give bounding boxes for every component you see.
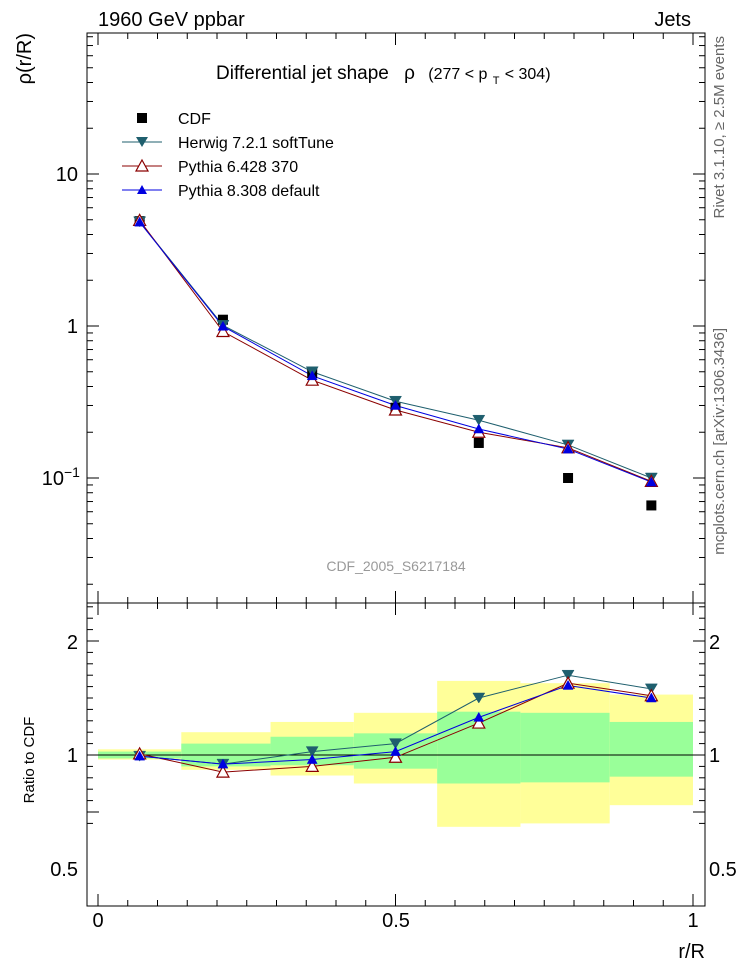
ratio-point-pythia-6-428-370 (388, 750, 403, 763)
legend-marker-herwig (136, 137, 148, 147)
plot-title-cut-post: < 304) (505, 66, 551, 83)
main-point-herwig-7-2-1-softtune (472, 414, 486, 426)
mcplots-label: mcplots.cern.ch [arXiv:1306.3436] (711, 328, 728, 555)
ratio-point-herwig-7-2-1-softtune (389, 738, 402, 750)
legend-label-pythia6: Pythia 6.428 370 (178, 159, 298, 176)
ratio-point-pythia-8-308-default (562, 679, 574, 690)
main-plot-panel: Differential jet shape ρ (277 < p T < 30… (14, 32, 706, 604)
main-point-pythia-6-428-370 (215, 324, 230, 338)
main-y-axis-label: ρ(r/R) (14, 33, 36, 84)
ratio-point-pythia-8-308-default (306, 754, 318, 764)
main-point-pythia-8-308-default (217, 320, 229, 331)
ratio-ytick-right-2: 2 (709, 632, 720, 654)
ratio-inner-band (609, 721, 693, 777)
ratio-point-pythia-6-428-370 (471, 715, 486, 729)
plot-title: Differential jet shape ρ (277 < p T < 30… (216, 63, 551, 89)
legend-label-pythia8: Pythia 8.308 default (178, 183, 320, 200)
main-line-herwig-7-2-1-softtune (139, 221, 652, 479)
plot-title-cut-pre: (277 < p (428, 66, 487, 83)
ratio-ytick-left-2: 2 (67, 632, 78, 654)
main-point-cdf (217, 314, 228, 325)
legend-label-cdf: CDF (178, 111, 211, 128)
main-point-pythia-8-308-default (645, 476, 657, 487)
ratio-point-pythia-8-308-default (473, 711, 485, 722)
ratio-point-pythia-8-308-default (390, 746, 401, 756)
ratio-ytick-left-1: 1 (67, 745, 78, 767)
ytick-label-0p1-base: 10 (42, 468, 64, 490)
header-energy-label: 1960 GeV ppbar (98, 9, 245, 31)
ytick-label-0p1: 10 (42, 468, 64, 490)
main-point-pythia-8-308-default (134, 216, 146, 227)
ratio-point-herwig-7-2-1-softtune (305, 746, 319, 758)
ratio-ytick-left-0p5: 0.5 (50, 859, 78, 881)
legend-label-herwig: Herwig 7.2.1 softTune (178, 135, 334, 152)
ratio-ytick-right-0p5: 0.5 (709, 859, 737, 881)
ytick-label-10: 10 (56, 164, 78, 186)
ratio-point-pythia-6-428-370 (305, 759, 320, 772)
ratio-plot-panel: Ratio to CDF 2 1 0.5 2 1 0.5 0 0.5 1 r/R (21, 602, 737, 963)
ratio-point-pythia-8-308-default (645, 692, 657, 703)
plot-title-cut-sub: T (493, 75, 500, 87)
ratio-y-axis-label: Ratio to CDF (21, 717, 38, 804)
plot-title-text: Differential jet shape (216, 63, 389, 84)
ratio-ytick-right-1: 1 (709, 745, 720, 767)
ratio-point-herwig-7-2-1-softtune (472, 692, 486, 704)
legend-marker-pythia6 (134, 158, 150, 172)
ratio-point-pythia-8-308-default (134, 750, 146, 761)
main-point-cdf (563, 473, 574, 483)
main-line-pythia-6-428-370 (139, 220, 652, 482)
x-axis-label: r/R (678, 941, 705, 963)
rivet-label: Rivet 3.1.10, ≥ 2.5M events (711, 36, 728, 219)
main-point-pythia-8-308-default (473, 423, 485, 434)
ytick-label-1: 1 (67, 316, 78, 338)
ratio-inner-band (520, 712, 610, 783)
legend: CDF Herwig 7.2.1 softTune Pythia 6.428 3… (122, 111, 334, 200)
xtick-label-1: 1 (687, 910, 698, 932)
xtick-label-0p5: 0.5 (382, 910, 410, 932)
analysis-watermark: CDF_2005_S6217184 (326, 558, 466, 574)
ratio-point-pythia-6-428-370 (215, 764, 230, 778)
plot-title-rho: ρ (404, 63, 415, 84)
main-point-cdf (646, 500, 657, 511)
main-point-pythia-8-308-default (562, 443, 574, 454)
ratio-point-pythia-8-308-default (217, 758, 229, 769)
header-jets-label: Jets (654, 9, 691, 31)
main-point-pythia-8-308-default (390, 399, 401, 410)
main-point-cdf (473, 437, 484, 448)
main-point-pythia-8-308-default (306, 370, 318, 381)
legend-marker-cdf (137, 113, 147, 123)
ratio-point-herwig-7-2-1-softtune (561, 669, 575, 681)
xtick-label-0: 0 (92, 910, 103, 932)
legend-marker-pythia8 (137, 185, 147, 194)
main-line-pythia-8-308-default (139, 221, 652, 483)
ytick-label-0p1-exponent: −1 (64, 464, 80, 480)
